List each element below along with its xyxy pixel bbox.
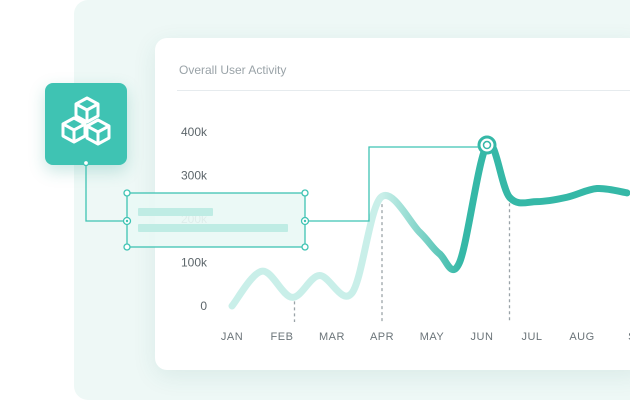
x-tick-label: FEB bbox=[271, 331, 294, 343]
y-tick-label: 100k bbox=[181, 256, 208, 270]
connector-box-to-peak bbox=[305, 146, 479, 222]
x-tick-label: JUN bbox=[471, 331, 494, 343]
selection-handle bbox=[301, 189, 309, 197]
x-tick-label: APR bbox=[370, 331, 394, 343]
y-tick-label: 0 bbox=[200, 299, 207, 313]
x-tick-label: MAY bbox=[420, 331, 445, 343]
logo-tile bbox=[45, 83, 127, 165]
x-tick-label: MAR bbox=[319, 331, 345, 343]
connector-logo-to-box bbox=[85, 163, 127, 222]
cubes-icon bbox=[61, 96, 111, 146]
peak-marker-center bbox=[482, 140, 492, 150]
activity-series-line bbox=[228, 140, 630, 310]
y-tick-label: 400k bbox=[181, 125, 208, 139]
x-tick-label: JUL bbox=[521, 331, 542, 343]
connector-anchor bbox=[82, 159, 90, 167]
selection-box bbox=[126, 192, 306, 248]
x-tick-label: AUG bbox=[569, 331, 594, 343]
selection-handle-dot bbox=[303, 219, 307, 223]
selection-handle bbox=[123, 243, 131, 251]
x-tick-label: S bbox=[628, 331, 630, 343]
selection-handle bbox=[301, 243, 309, 251]
placeholder-line-long bbox=[138, 224, 288, 232]
chart-card: Overall User Activity 0100k200k300k400kJ… bbox=[155, 38, 630, 370]
selection-handle bbox=[123, 189, 131, 197]
placeholder-line-short bbox=[138, 208, 213, 216]
chart-title: Overall User Activity bbox=[179, 63, 287, 77]
title-divider bbox=[177, 90, 630, 91]
x-tick-label: JAN bbox=[221, 331, 243, 343]
y-tick-label: 300k bbox=[181, 169, 208, 183]
selection-handle-dot bbox=[125, 219, 129, 223]
